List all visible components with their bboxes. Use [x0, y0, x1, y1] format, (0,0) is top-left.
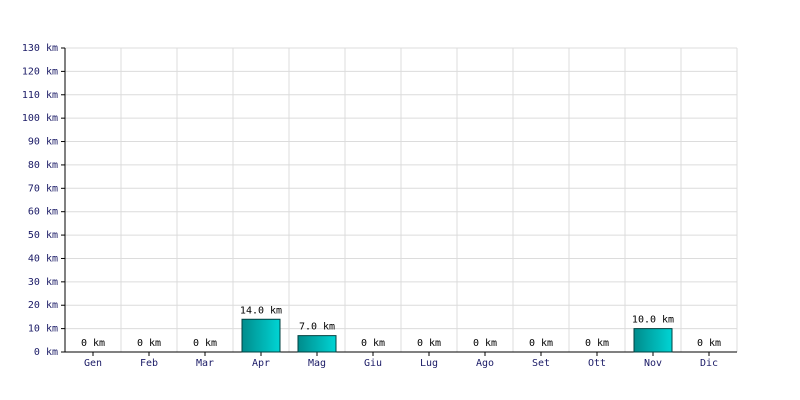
x-tick-label: Feb: [140, 358, 158, 369]
bar: [633, 328, 673, 353]
value-label: 0 km: [361, 338, 385, 349]
y-tick-label: 90 km: [28, 137, 58, 148]
value-label: 7.0 km: [299, 322, 335, 333]
value-label: 0 km: [529, 338, 553, 349]
x-tick-label: Apr: [252, 358, 270, 369]
value-label: 14.0 km: [240, 305, 282, 316]
value-label: 0 km: [585, 338, 609, 349]
value-label: 0 km: [417, 338, 441, 349]
value-label: 0 km: [81, 338, 105, 349]
y-tick-label: 130 km: [22, 43, 58, 54]
x-tick-label: Nov: [644, 358, 662, 369]
bar: [297, 335, 337, 353]
y-tick-label: 20 km: [28, 300, 58, 311]
y-tick-label: 120 km: [22, 66, 58, 77]
y-tick-label: 0 km: [34, 347, 58, 358]
x-tick-label: Lug: [420, 358, 438, 369]
y-tick-label: 110 km: [22, 90, 58, 101]
value-label: 10.0 km: [632, 315, 674, 326]
y-tick-label: 50 km: [28, 230, 58, 241]
value-label: 0 km: [697, 338, 721, 349]
value-label: 0 km: [473, 338, 497, 349]
x-tick-label: Ago: [476, 358, 494, 369]
y-tick-label: 40 km: [28, 253, 58, 264]
y-tick-label: 60 km: [28, 207, 58, 218]
y-tick-label: 30 km: [28, 277, 58, 288]
value-label: 0 km: [193, 338, 217, 349]
y-tick-label: 10 km: [28, 324, 58, 335]
y-tick-label: 100 km: [22, 113, 58, 124]
x-tick-label: Ott: [588, 358, 606, 369]
x-tick-label: Mar: [196, 358, 214, 369]
x-tick-label: Set: [532, 358, 550, 369]
x-tick-label: Mag: [308, 358, 326, 369]
y-tick-label: 80 km: [28, 160, 58, 171]
bar: [241, 318, 281, 353]
value-label: 0 km: [137, 338, 161, 349]
y-tick-label: 70 km: [28, 183, 58, 194]
x-tick-label: Dic: [700, 358, 718, 369]
x-tick-label: Giu: [364, 358, 382, 369]
x-tick-label: Gen: [84, 358, 102, 369]
